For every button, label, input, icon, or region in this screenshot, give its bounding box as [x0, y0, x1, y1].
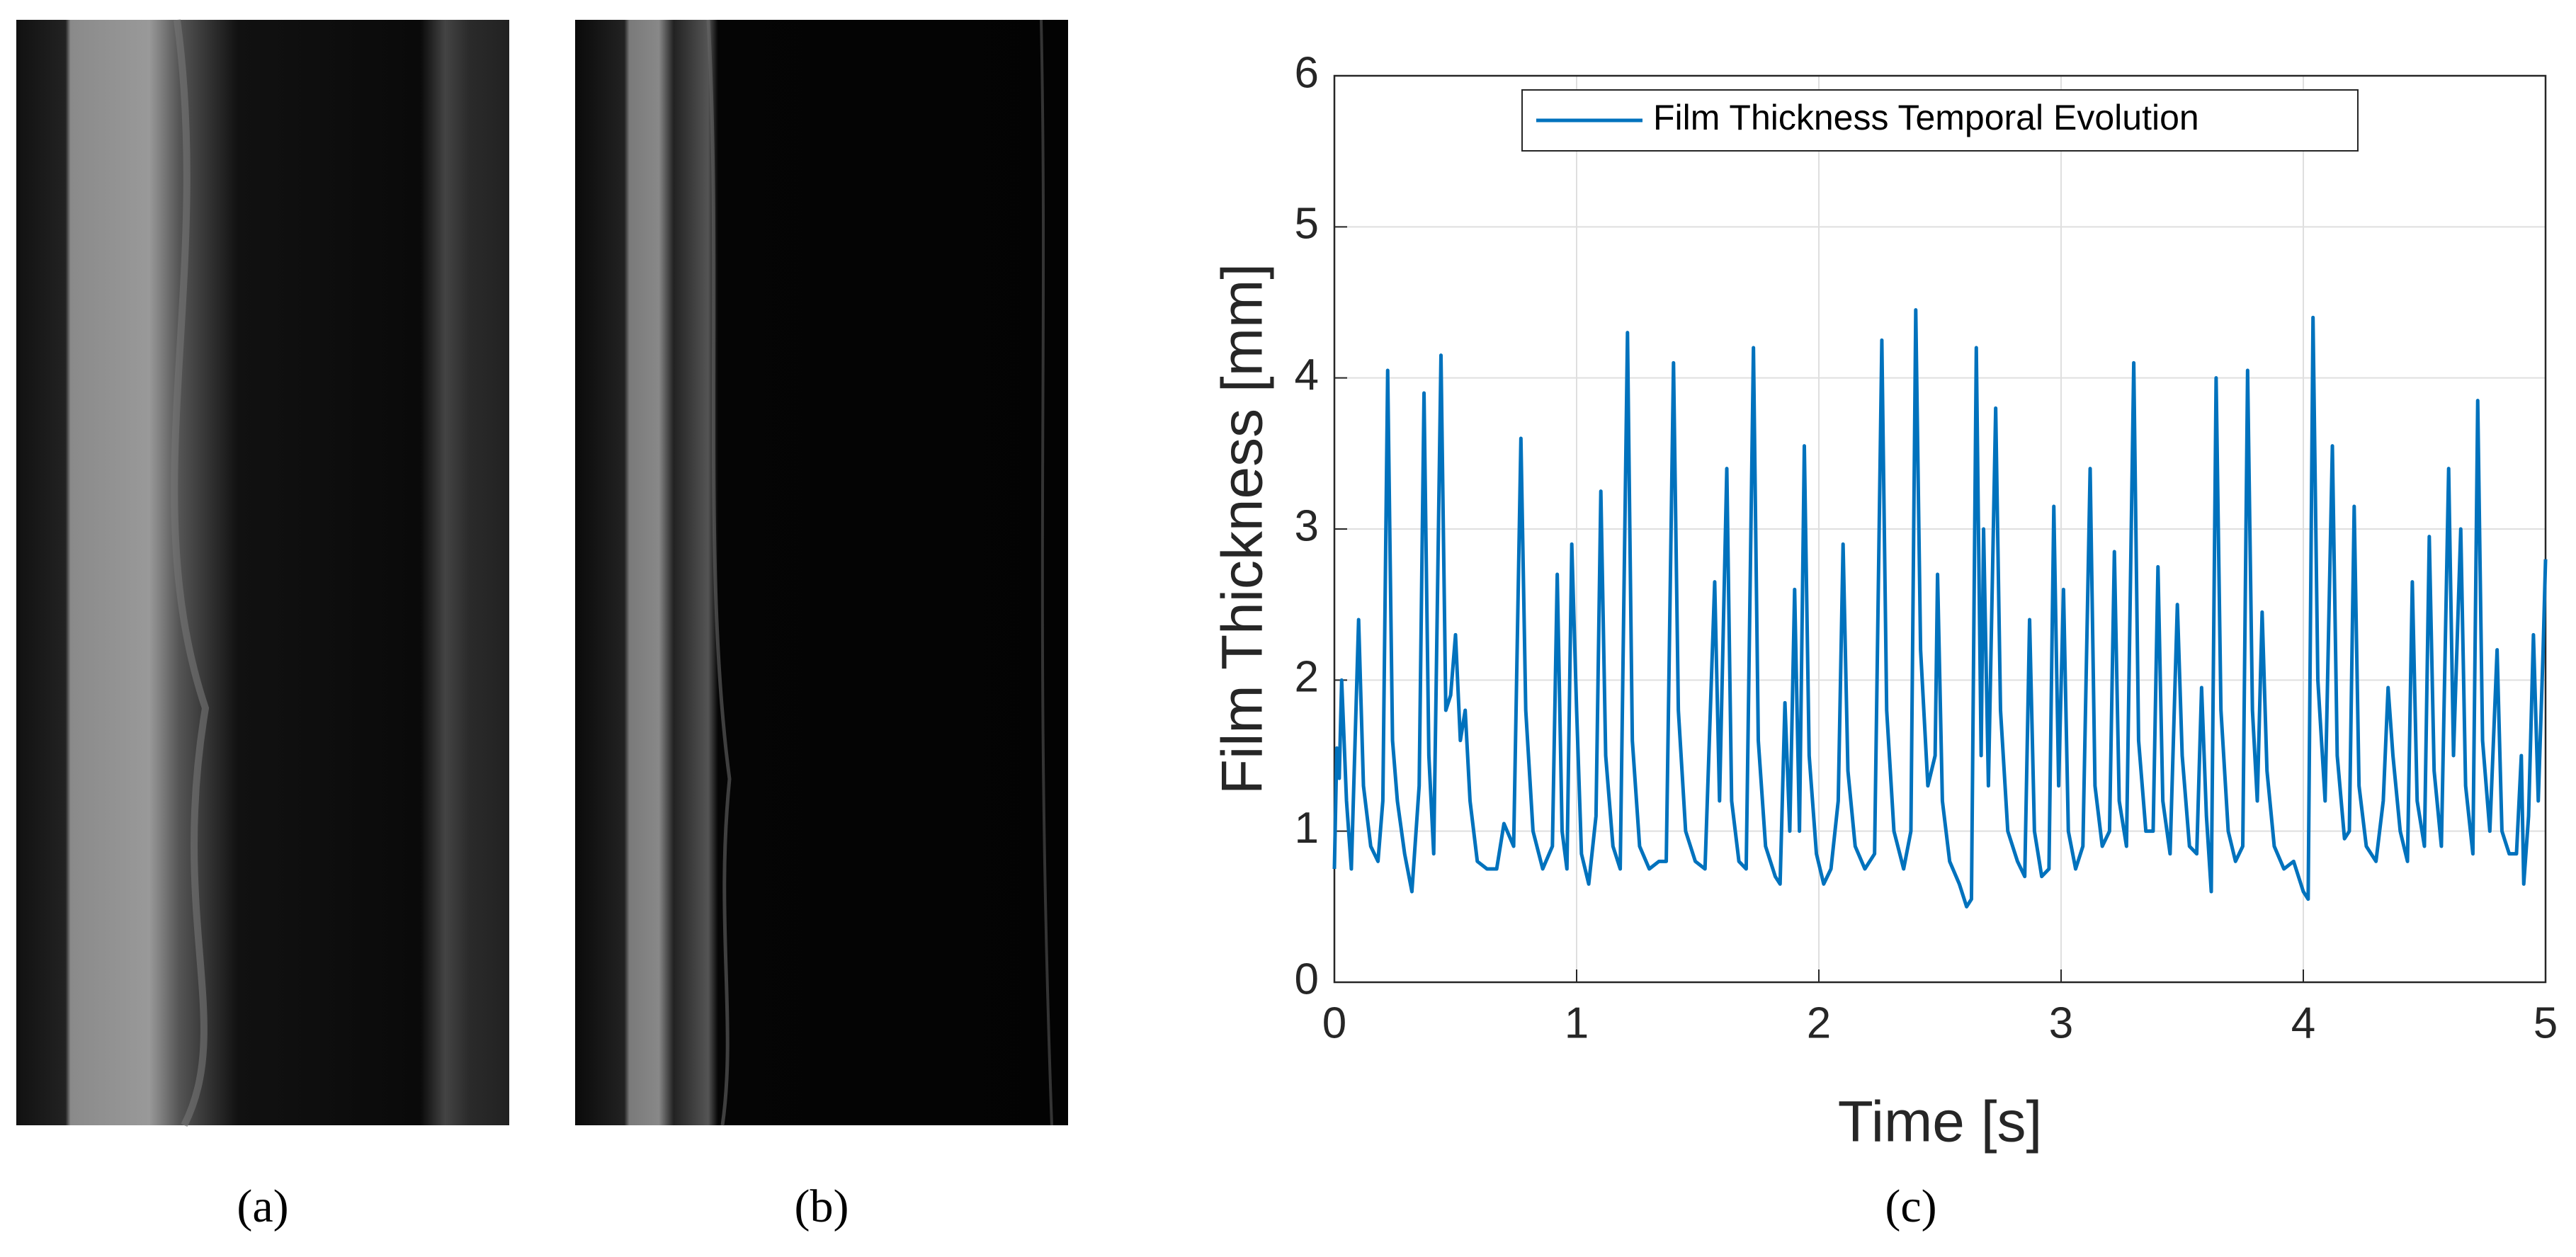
- panel-label: (c): [1885, 1181, 1936, 1232]
- y-tick-label: 4: [1295, 351, 1319, 399]
- panel-label: (a): [237, 1181, 288, 1232]
- image-b: [575, 20, 1068, 1125]
- x-axis-label: Time [s]: [1838, 1090, 2043, 1154]
- image-b-wave: [706, 19, 732, 1126]
- data-line: [1332, 308, 2548, 909]
- y-tick-label: 5: [1295, 200, 1319, 249]
- y-tick-label: 3: [1295, 501, 1319, 550]
- panel-label: (b): [795, 1181, 849, 1232]
- legend-label: Film Thickness Temporal Evolution: [1653, 98, 2199, 137]
- x-tick-label: 1: [1565, 999, 1589, 1047]
- image-a: [16, 20, 509, 1125]
- legend-box: [1521, 89, 2359, 152]
- image-a-wave: [171, 19, 210, 1127]
- x-tick-label: 5: [2534, 999, 2558, 1047]
- y-axis-label: Film Thickness [mm]: [1210, 263, 1275, 795]
- y-tick-label: 6: [1295, 48, 1319, 97]
- y-tick-label: 2: [1295, 653, 1319, 702]
- x-tick-label: 3: [2049, 999, 2073, 1047]
- y-tick-label: 1: [1295, 804, 1319, 853]
- x-tick-label: 4: [2291, 999, 2315, 1047]
- x-tick-label: 2: [1807, 999, 1831, 1047]
- y-tick-label: 0: [1295, 955, 1319, 1003]
- x-tick-label: 0: [1322, 999, 1346, 1047]
- axes-box: [1333, 74, 2547, 984]
- image-b-wave: [1040, 19, 1053, 1126]
